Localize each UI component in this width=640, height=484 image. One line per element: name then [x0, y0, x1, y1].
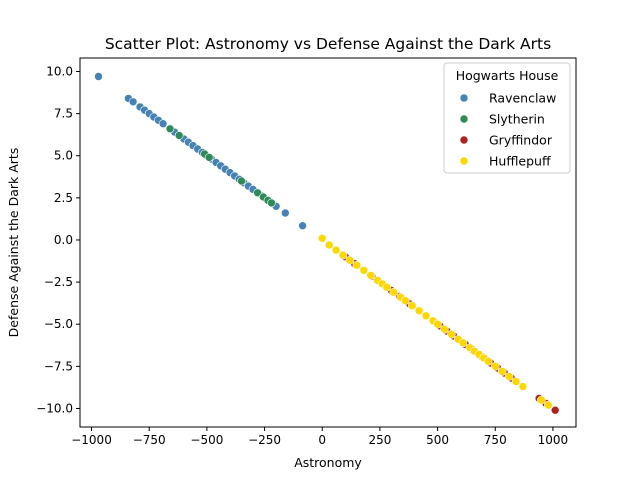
y-tick-label: 7.5 — [54, 107, 73, 121]
point-hufflepuff — [338, 250, 348, 260]
chart-title: Scatter Plot: Astronomy vs Defense Again… — [105, 35, 551, 53]
x-tick-label: 500 — [426, 433, 449, 447]
point-hufflepuff — [382, 282, 392, 292]
legend: Hogwarts House Ravenclaw Slytherin Gryffin… — [443, 62, 571, 174]
x-tick-label: −1000 — [71, 433, 112, 447]
point-hufflepuff — [414, 306, 424, 316]
point-hufflepuff — [433, 319, 442, 329]
point-slytherin — [253, 188, 262, 198]
point-hufflepuff — [447, 329, 456, 339]
point-hufflepuff — [421, 311, 431, 321]
x-tick-label: 0 — [318, 433, 326, 447]
legend-label-slytherin: Slytherin — [489, 112, 545, 127]
point-hufflepuff — [483, 356, 493, 366]
point-hufflepuff — [317, 234, 327, 243]
points-layer — [94, 72, 560, 415]
point-hufflepuff — [324, 240, 334, 250]
legend-label-hufflepuff: Hufflepuff — [489, 154, 551, 169]
point-hufflepuff — [458, 338, 468, 348]
point-slytherin — [237, 176, 246, 186]
legend-marker-ravenclaw — [459, 93, 469, 103]
point-hufflepuff — [504, 372, 514, 381]
point-hufflepuff — [359, 265, 369, 275]
point-ravenclaw — [158, 119, 168, 128]
x-tick-label: 250 — [368, 433, 391, 447]
x-axis: −1000 −750 −500 −250 0 250 500 750 1000 — [71, 427, 568, 447]
point-slytherin — [174, 131, 184, 140]
x-tick-label: −500 — [190, 433, 223, 447]
point-hufflepuff — [400, 296, 410, 305]
point-hufflepuff — [490, 361, 500, 371]
point-hufflepuff — [518, 382, 528, 391]
point-hufflepuff — [352, 260, 362, 270]
legend-marker-slytherin — [459, 114, 469, 124]
legend-label-gryffindor: Gryffindor — [489, 133, 553, 148]
y-tick-label: −7.5 — [44, 359, 73, 373]
y-tick-label: 10.0 — [46, 64, 73, 78]
point-slytherin — [204, 153, 214, 162]
y-axis: −10.0 −7.5 −5.0 −2.5 0.0 2.5 5.0 7.5 10.0 — [36, 64, 80, 415]
y-tick-label: −10.0 — [36, 401, 73, 415]
point-gryffindor — [550, 405, 560, 415]
y-axis-label: Defense Against the Dark Arts — [6, 148, 21, 338]
point-hufflepuff — [497, 367, 507, 376]
point-hufflepuff — [511, 377, 521, 386]
point-hufflepuff — [440, 324, 449, 334]
plot-area-frame — [79, 57, 577, 428]
x-tick-label: −750 — [133, 433, 166, 447]
point-ravenclaw — [280, 208, 290, 218]
point-hufflepuff — [543, 400, 553, 410]
legend-title: Hogwarts House — [456, 68, 559, 83]
x-axis-label: Astronomy — [294, 455, 362, 470]
point-hufflepuff — [407, 301, 417, 311]
point-ravenclaw — [298, 221, 307, 230]
x-tick-label: 750 — [484, 433, 507, 447]
point-hufflepuff — [389, 287, 399, 297]
legend-marker-hufflepuff — [459, 156, 469, 166]
point-hufflepuff — [366, 271, 376, 280]
point-slytherin — [267, 198, 276, 208]
legend-label-ravenclaw: Ravenclaw — [489, 91, 556, 106]
point-slytherin — [165, 124, 175, 134]
point-hufflepuff — [345, 255, 355, 265]
point-ravenclaw — [94, 72, 103, 81]
y-tick-label: −2.5 — [44, 275, 73, 289]
y-tick-label: −5.0 — [44, 317, 73, 331]
legend-marker-gryffindor — [459, 135, 469, 145]
x-tick-label: −250 — [248, 433, 281, 447]
y-tick-label: 2.5 — [54, 191, 73, 205]
legend-box — [443, 62, 571, 174]
point-hufflepuff — [537, 395, 546, 405]
legend-items: Ravenclaw Slytherin Gryffindor Hufflepuff — [459, 91, 556, 169]
y-tick-label: 0.0 — [54, 233, 73, 247]
x-tick-label: 1000 — [538, 433, 569, 447]
point-hufflepuff — [331, 245, 341, 255]
point-ravenclaw — [128, 97, 138, 107]
y-tick-label: 5.0 — [54, 149, 73, 163]
